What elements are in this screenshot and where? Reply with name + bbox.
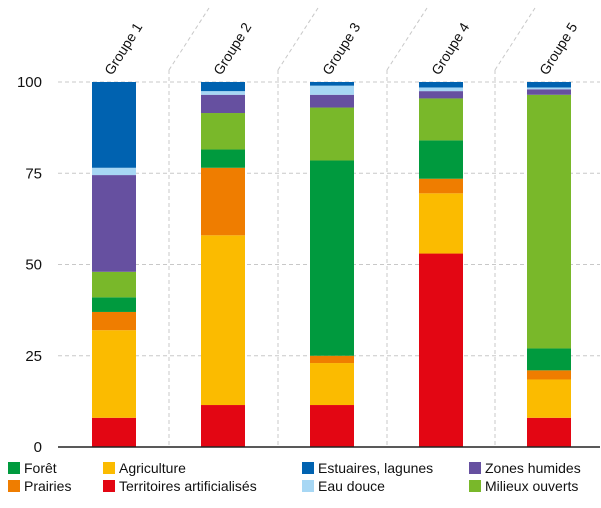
bar-segment — [92, 175, 136, 272]
legend-label: Milieux ouverts — [485, 478, 578, 494]
y-tick-label: 0 — [34, 439, 42, 456]
bar-segment — [310, 85, 354, 95]
bar-segment — [201, 167, 245, 236]
legend-swatch — [469, 480, 481, 492]
legend-label: Zones humides — [485, 460, 581, 476]
category-label: Groupe 1 — [101, 19, 146, 77]
y-tick-label: 100 — [17, 74, 42, 91]
bar-segment — [527, 370, 571, 380]
legend-label: Forêt — [24, 460, 57, 476]
bar-segment — [527, 82, 571, 88]
bars-layer — [92, 82, 571, 447]
bar-segment — [92, 297, 136, 312]
bar-segment — [201, 91, 245, 95]
grid-layer — [58, 7, 600, 447]
bar-segment — [310, 363, 354, 406]
bar-segment — [201, 82, 245, 92]
legend-label: Agriculture — [119, 460, 186, 476]
group-separator-diagonal — [277, 7, 319, 71]
bar-segment — [310, 405, 354, 447]
legend-label: Prairies — [24, 478, 71, 494]
y-tick-label: 25 — [25, 348, 42, 365]
bar-segment — [92, 330, 136, 418]
category-label: Groupe 4 — [428, 19, 473, 77]
legend-swatch — [103, 480, 115, 492]
group-separator-diagonal — [386, 7, 428, 71]
bar-segment — [419, 253, 463, 447]
bar-segment — [527, 417, 571, 447]
y-tick-label: 50 — [25, 257, 42, 274]
bar-segment — [310, 355, 354, 364]
legend: Forêt Agriculture Estuaires, lagunes Zones … — [8, 460, 581, 494]
bar-segment — [419, 82, 463, 88]
category-label: Groupe 2 — [210, 19, 255, 77]
legend-swatch — [469, 462, 481, 474]
bar-segment — [201, 235, 245, 406]
bar-segment — [92, 82, 136, 168]
bar-segment — [201, 405, 245, 447]
bar-segment — [527, 348, 571, 371]
bar-segment — [527, 379, 571, 418]
bar-segment — [419, 98, 463, 141]
legend-label: Estuaires, lagunes — [318, 460, 433, 476]
bar-segment — [201, 94, 245, 114]
bar-segment — [92, 271, 136, 298]
category-label: Groupe 3 — [319, 19, 364, 77]
bar-segment — [419, 193, 463, 254]
legend-swatch — [302, 462, 314, 474]
bar-segment — [310, 160, 354, 356]
y-tick-label: 75 — [25, 165, 42, 182]
bar-segment — [201, 149, 245, 168]
bar-segment — [419, 91, 463, 99]
bar-segment — [92, 311, 136, 331]
group-separator-diagonal — [168, 7, 210, 71]
legend-label: Territoires artificialisés — [119, 478, 257, 494]
bar-segment — [527, 94, 571, 349]
bar-segment — [419, 87, 463, 92]
bar-segment — [310, 82, 354, 86]
legend-swatch — [8, 462, 20, 474]
bar-segment — [527, 89, 571, 95]
legend-swatch — [103, 462, 115, 474]
legend-swatch — [302, 480, 314, 492]
category-label: Groupe 5 — [536, 19, 581, 77]
group-separator-diagonal — [494, 7, 536, 71]
bar-segment — [310, 107, 354, 161]
legend-label: Eau douce — [318, 478, 385, 494]
bar-segment — [419, 140, 463, 179]
bar-segment — [419, 178, 463, 194]
bar-segment — [92, 417, 136, 447]
bar-segment — [527, 87, 571, 90]
bar-segment — [92, 167, 136, 176]
bar-segment — [201, 113, 245, 150]
bar-segment — [310, 94, 354, 108]
legend-swatch — [8, 480, 20, 492]
